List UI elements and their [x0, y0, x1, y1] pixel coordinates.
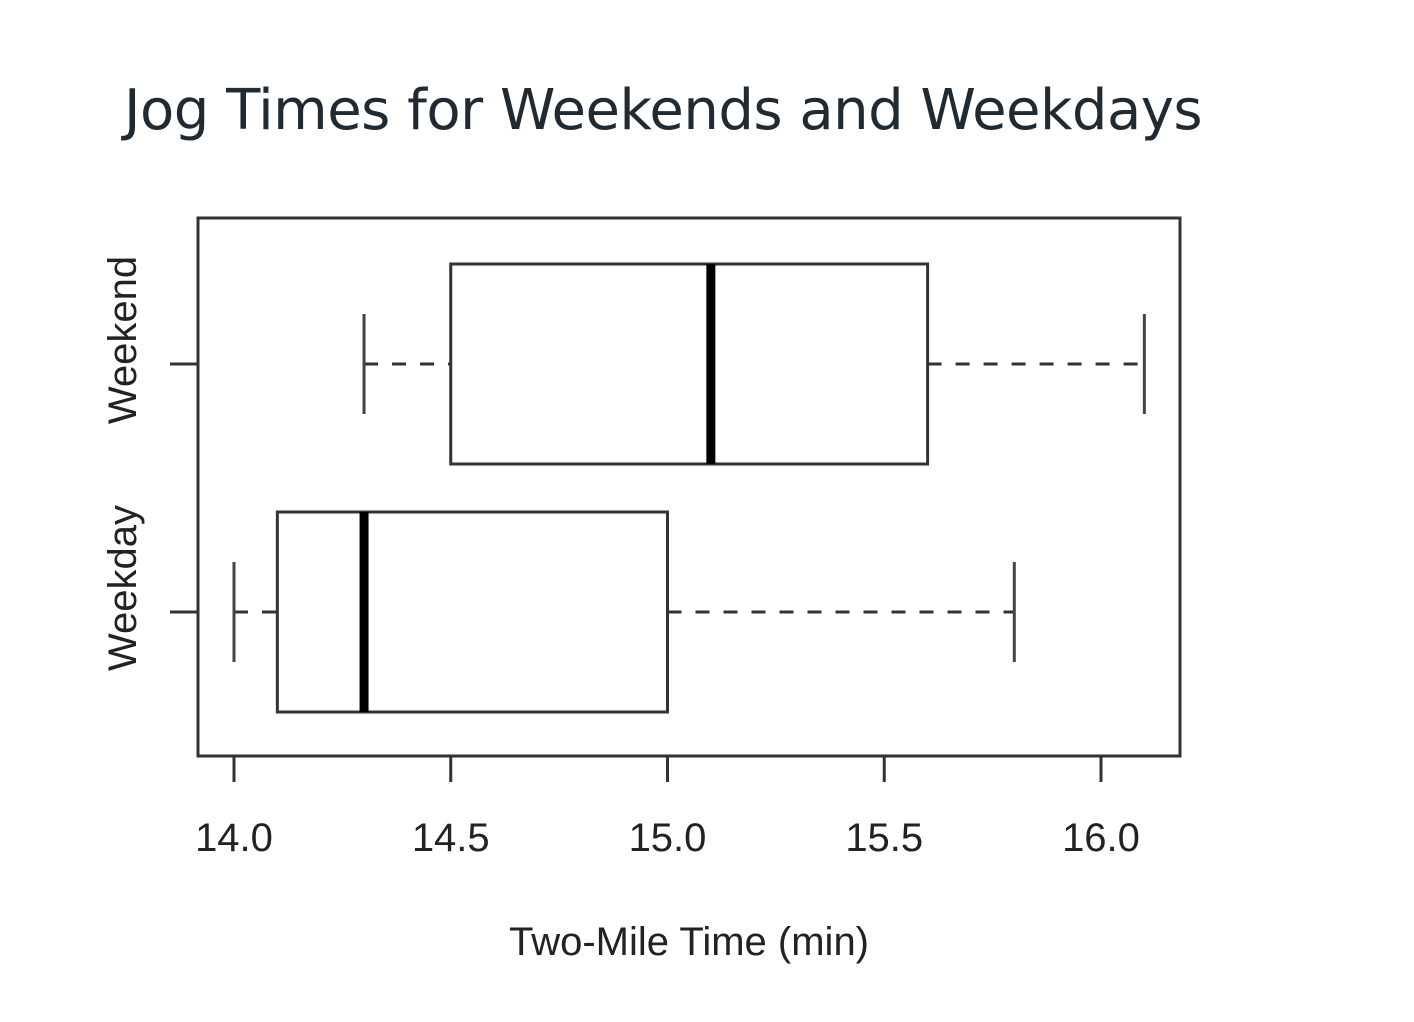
weekend-boxplot — [362, 262, 1146, 466]
weekday-iqr-box — [275, 510, 669, 714]
y-axis: Weekday Weekend — [101, 256, 198, 671]
x-tick-label: 14.5 — [412, 816, 490, 860]
x-axis: 14.0 14.5 15.0 15.5 16.0 — [195, 754, 1140, 860]
x-tick-label: 16.0 — [1062, 816, 1140, 860]
x-axis-title: Two-Mile Time (min) — [509, 920, 869, 964]
x-tick-label: 15.0 — [629, 816, 707, 860]
weekday-boxplot — [232, 510, 1016, 714]
weekend-category-label: Weekend — [101, 256, 145, 424]
x-tick-label: 14.0 — [195, 816, 273, 860]
weekday-category-label: Weekday — [101, 505, 145, 671]
x-tick-label: 15.5 — [845, 816, 923, 860]
boxes-group — [232, 262, 1146, 714]
chart-title: Jog Times for Weekends and Weekdays — [124, 78, 1203, 143]
weekend-iqr-box — [449, 262, 930, 466]
